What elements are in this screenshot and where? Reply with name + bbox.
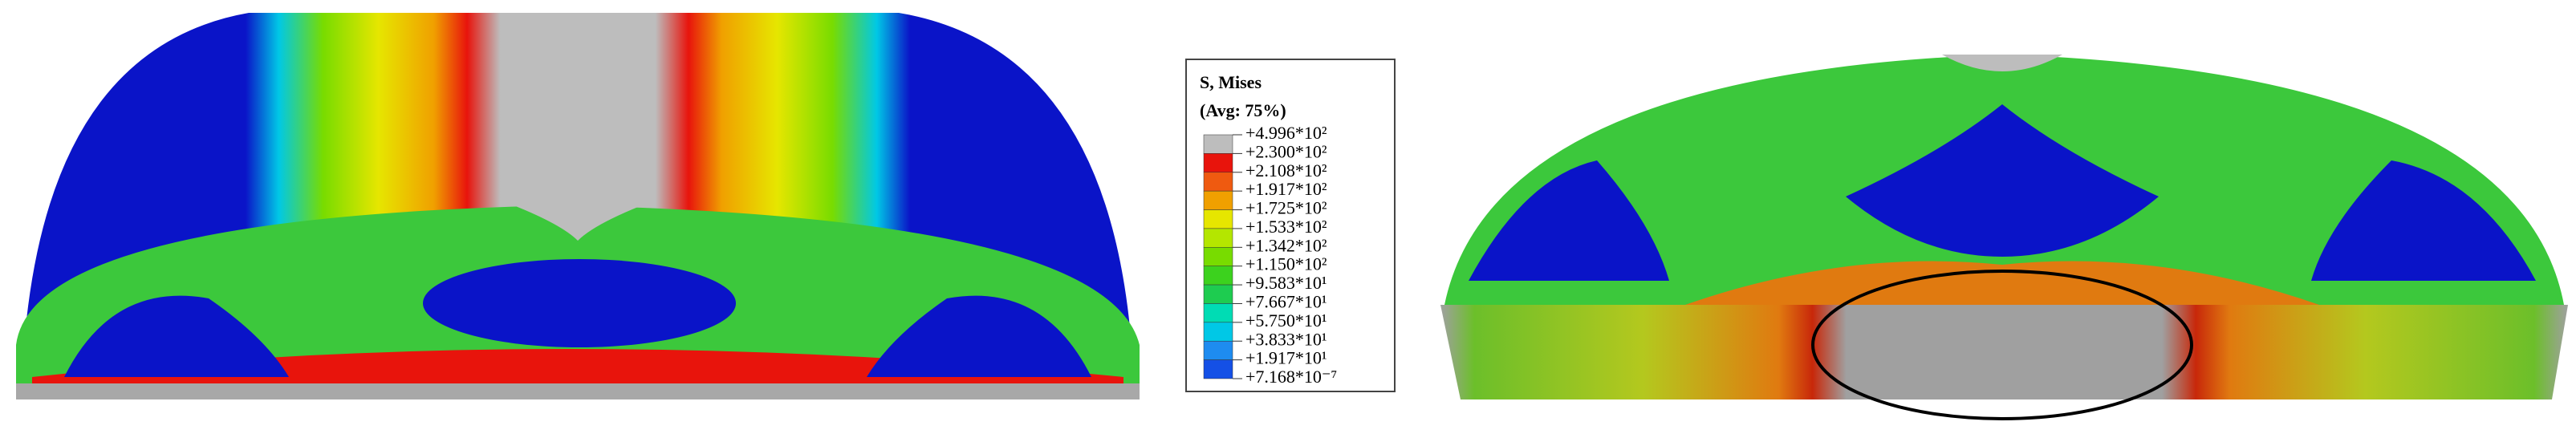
legend-swatch (1203, 190, 1233, 210)
legend-label: +4.996*10² (1245, 123, 1327, 143)
legend-label: +1.342*10² (1245, 235, 1327, 255)
legend-swatch (1203, 322, 1233, 342)
legend-subtitle: (Avg: 75%) (1200, 100, 1286, 120)
legend-label: +9.583*10¹ (1245, 273, 1327, 293)
legend-swatch (1203, 228, 1233, 248)
legend-label: +1.917*10¹ (1245, 348, 1327, 368)
legend-label: +5.750*10¹ (1245, 310, 1327, 330)
legend-label: +2.108*10² (1245, 160, 1327, 180)
legend-label: +7.168*10⁻⁷ (1245, 367, 1337, 387)
legend-label: +1.725*10² (1245, 198, 1327, 218)
legend-label: +7.667*10¹ (1245, 292, 1327, 312)
legend-swatch (1203, 209, 1233, 229)
legend-swatch (1203, 153, 1233, 173)
legend-label: +1.150*10² (1245, 254, 1327, 274)
legend: S, Mises (Avg: 75%) +4.996*10²+2.300*10²… (1185, 59, 1396, 392)
right-model (1440, 55, 2568, 420)
legend-swatch (1203, 359, 1233, 379)
legend-swatch (1203, 284, 1233, 304)
legend-label: +1.533*10² (1245, 217, 1327, 237)
legend-swatch (1203, 340, 1233, 360)
legend-label: +1.917*10² (1245, 179, 1327, 199)
legend-swatch (1203, 303, 1233, 323)
legend-title: S, Mises (1200, 72, 1262, 92)
legend-swatch (1203, 134, 1233, 154)
left-model (16, 13, 1140, 399)
legend-items: +4.996*10²+2.300*10²+2.108*10²+1.917*10²… (1203, 123, 1337, 387)
legend-label: +2.300*10² (1245, 141, 1327, 161)
legend-swatch (1203, 247, 1233, 266)
legend-label: +3.833*10¹ (1245, 329, 1327, 349)
legend-swatch (1203, 172, 1233, 192)
legend-swatch (1203, 266, 1233, 286)
